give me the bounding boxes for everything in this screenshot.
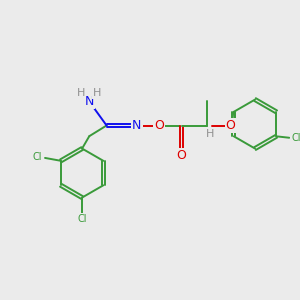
- Text: Cl: Cl: [77, 214, 87, 224]
- Text: N: N: [85, 95, 94, 108]
- Text: N: N: [132, 119, 142, 132]
- Text: Cl: Cl: [291, 133, 300, 143]
- Text: O: O: [177, 149, 187, 162]
- Text: H: H: [93, 88, 102, 98]
- Text: H: H: [206, 129, 214, 139]
- Text: Cl: Cl: [32, 152, 42, 162]
- Text: H: H: [77, 88, 86, 98]
- Text: O: O: [154, 119, 164, 132]
- Text: O: O: [226, 119, 236, 132]
